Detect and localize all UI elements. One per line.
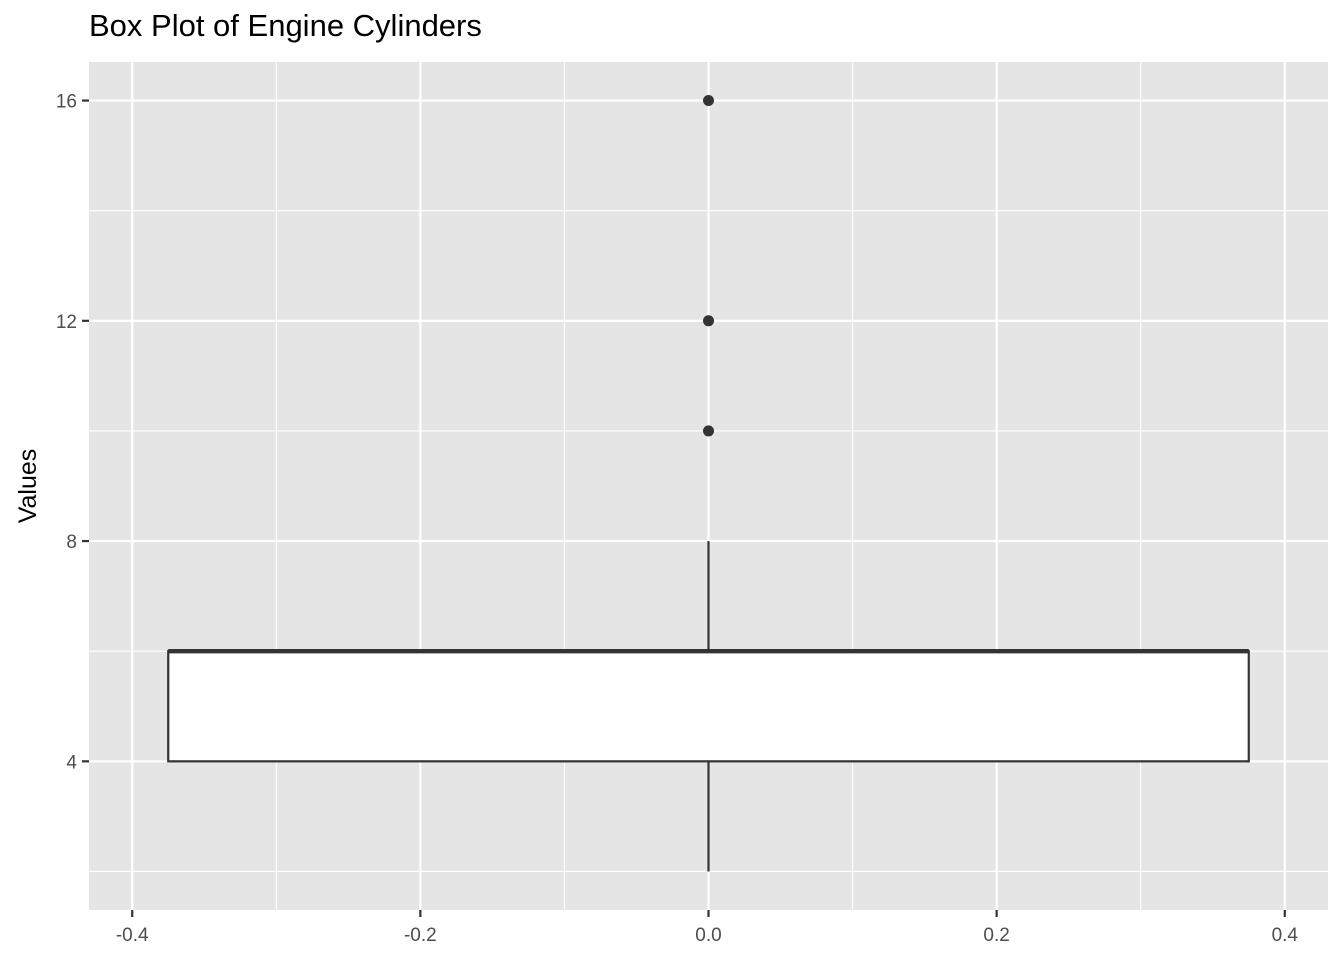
outlier-point <box>703 95 714 107</box>
y-tick-label: 4 <box>66 752 77 773</box>
y-tick-label: 8 <box>66 532 77 553</box>
x-tick-label: -0.4 <box>116 925 149 946</box>
chart-title: Box Plot of Engine Cylinders <box>89 8 482 43</box>
x-tick-label: 0.2 <box>983 925 1009 946</box>
outlier-point <box>703 425 714 437</box>
x-tick-label: -0.2 <box>404 925 437 946</box>
y-axis: 4 8 12 16 <box>56 92 89 773</box>
outlier-point <box>703 315 714 327</box>
y-tick-label: 16 <box>56 92 77 113</box>
x-tick-label: 0.0 <box>695 925 721 946</box>
x-axis: -0.4 -0.2 0.0 0.2 0.4 <box>116 910 1299 946</box>
box-iqr <box>167 650 1250 763</box>
y-axis-title: Values <box>14 449 42 524</box>
x-tick-label: 0.4 <box>1272 925 1299 946</box>
y-tick-label: 12 <box>56 312 77 333</box>
box-marks <box>167 95 1250 872</box>
